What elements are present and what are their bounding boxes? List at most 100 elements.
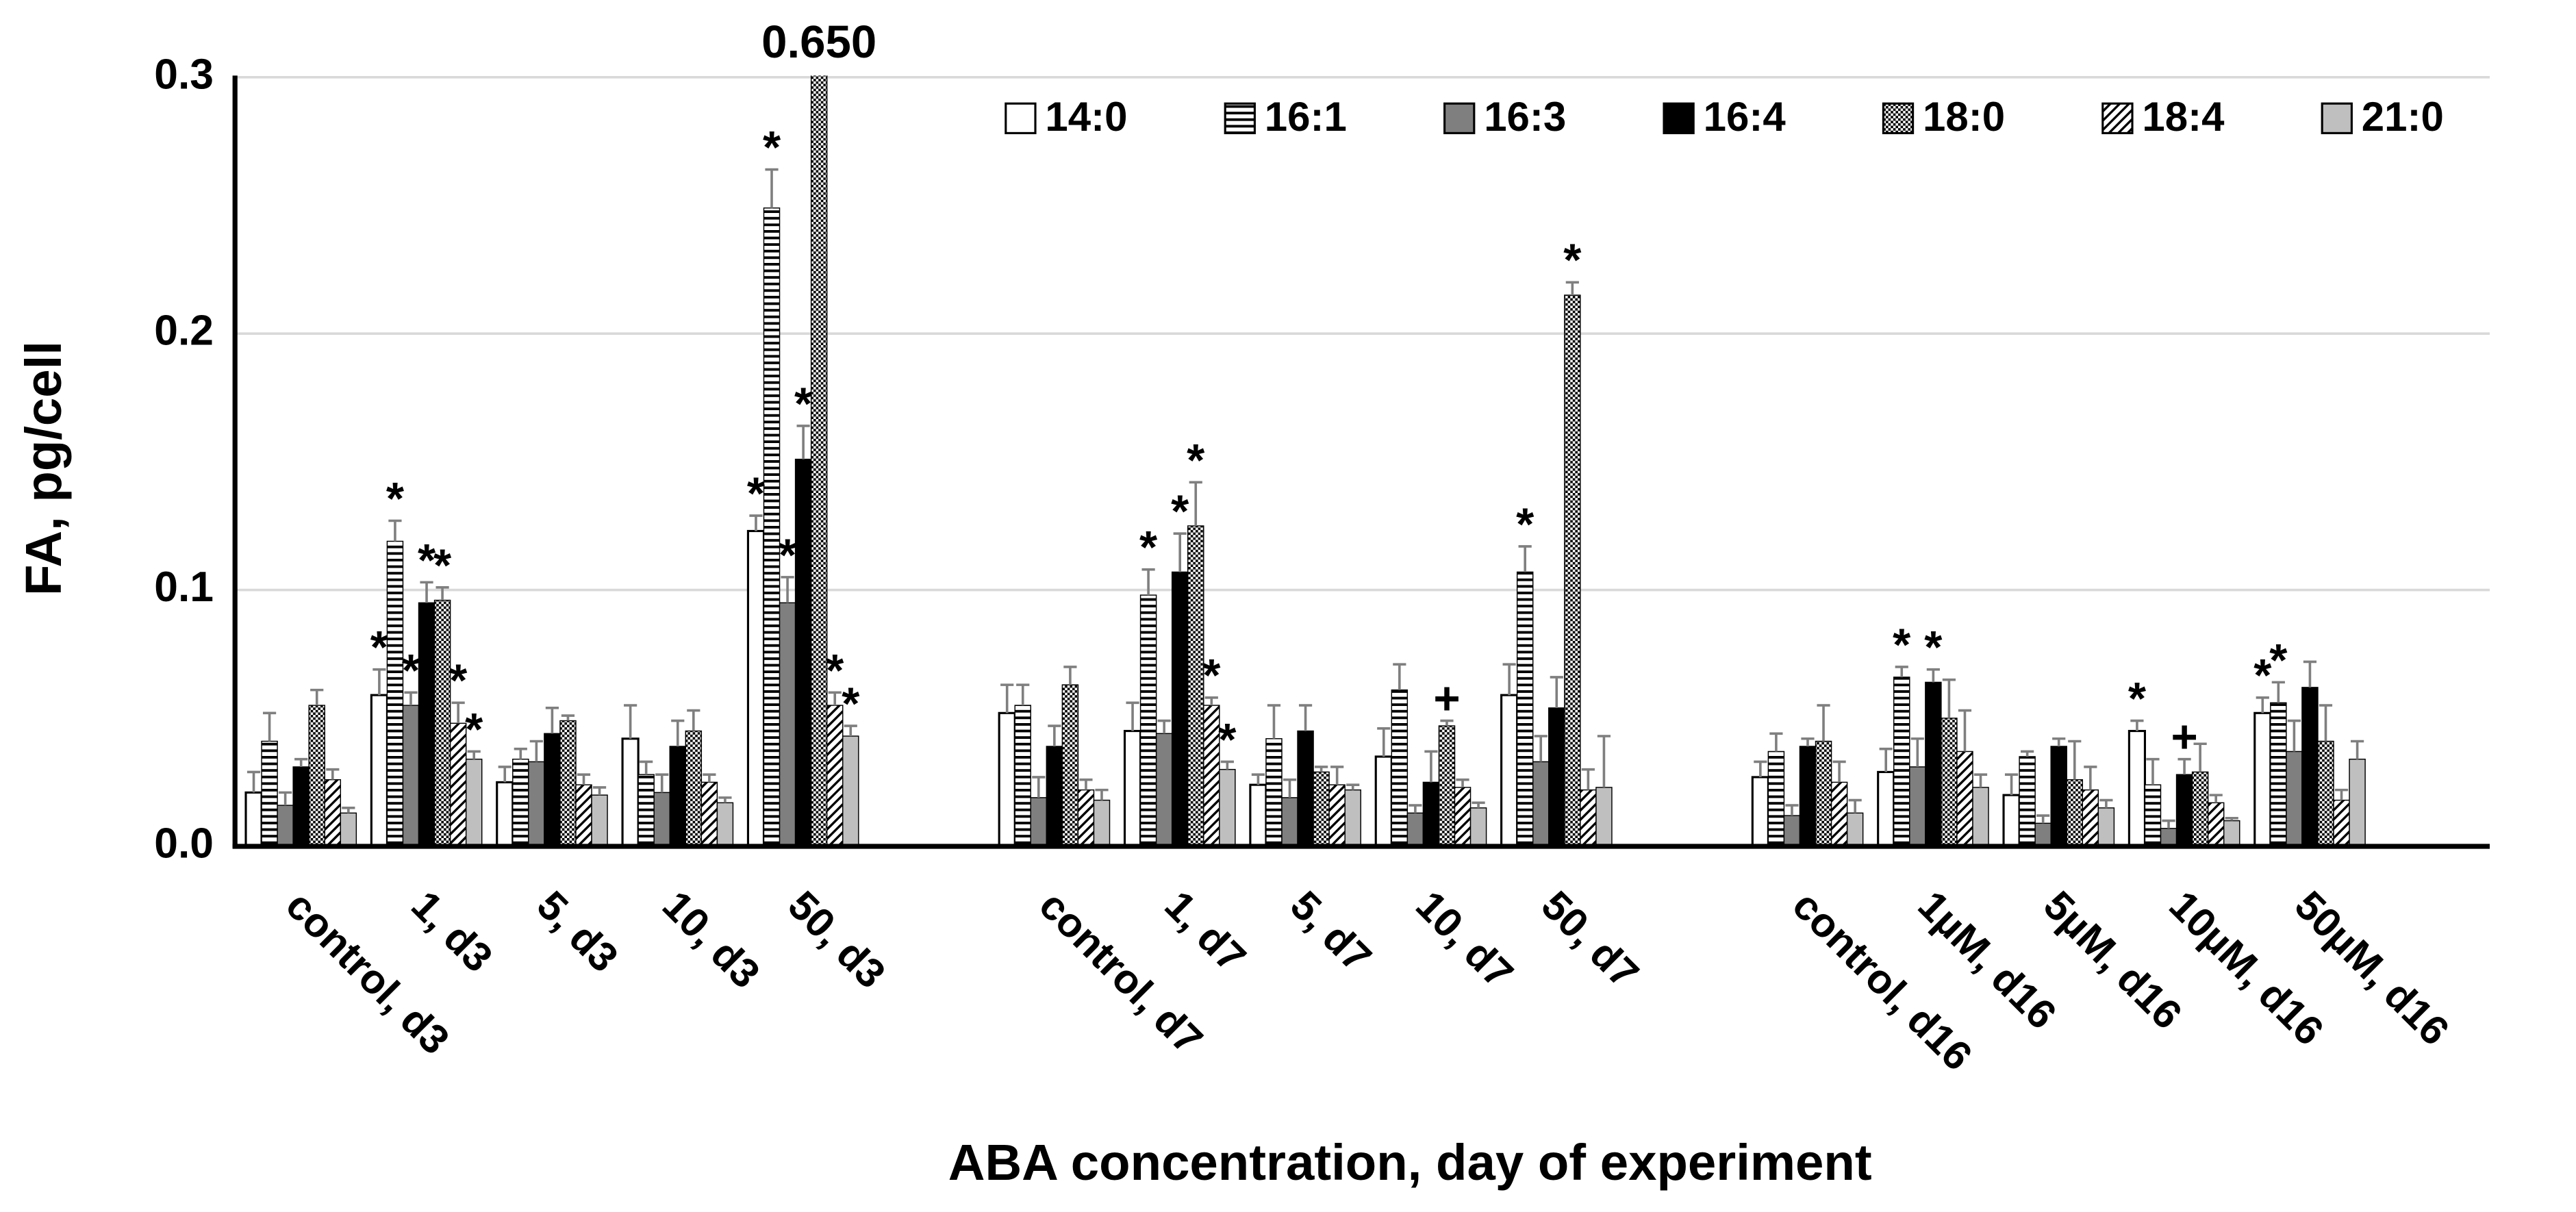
error-bar [844, 724, 857, 737]
error-bar [388, 519, 402, 542]
bar [1187, 525, 1204, 847]
error-bar [1456, 778, 1469, 787]
legend-label: 16:3 [1484, 94, 1566, 140]
bars [244, 75, 2366, 848]
bar [2301, 687, 2319, 847]
error-bar [1801, 737, 1815, 746]
annotation: * [370, 622, 389, 673]
y-tick-label: 0.0 [154, 820, 214, 867]
bar [1767, 750, 1785, 847]
annotation: * [1516, 498, 1535, 550]
bar [1281, 797, 1298, 847]
bar [2223, 820, 2240, 847]
bar [700, 781, 718, 847]
bar [1313, 771, 1330, 847]
error-bar [1330, 766, 1344, 785]
x-tick-label: 5µM, d16 [2035, 882, 2190, 1037]
bar [1972, 787, 1989, 847]
bar [1123, 729, 1142, 848]
grid: 0.0 0.1 0.2 0.3 [154, 51, 2490, 867]
bar [653, 792, 670, 847]
bar [1438, 725, 1456, 847]
bar [1030, 797, 1048, 847]
error-bar [2099, 798, 2113, 808]
error-bar [703, 773, 716, 783]
error-bar [561, 714, 575, 721]
legend-label: 18:0 [1923, 94, 2005, 140]
error-bar [2068, 740, 2082, 780]
error-bar [2084, 766, 2097, 790]
error-bar [1565, 281, 1579, 296]
bar [1532, 761, 1550, 847]
error-bar [294, 757, 308, 767]
error-bar [640, 760, 653, 775]
bar [1344, 789, 1361, 847]
error-bar [498, 766, 512, 783]
annotation: * [763, 122, 781, 173]
bar [1877, 770, 1895, 848]
bar [2050, 746, 2067, 847]
error-bar [2287, 719, 2301, 752]
bar [244, 791, 263, 848]
error-bar [2021, 750, 2034, 757]
error-bar [1550, 676, 1563, 708]
error-bar [1424, 750, 1438, 783]
annotation: * [402, 645, 420, 696]
bar [826, 705, 844, 847]
error-bar [2193, 742, 2207, 772]
bar [1580, 789, 1597, 847]
bar [1941, 718, 1958, 847]
bar [370, 694, 388, 848]
bar [1328, 784, 1346, 847]
error-bar [247, 770, 261, 793]
bar [2317, 740, 2334, 847]
bar [1139, 594, 1157, 847]
bar [1925, 681, 1942, 847]
error-bar [1377, 727, 1391, 757]
error-bar [1315, 766, 1328, 772]
bar [685, 730, 703, 847]
bar [2082, 789, 2099, 847]
bar [496, 781, 514, 848]
bar [2191, 771, 2209, 847]
x-tick-label: 5, d3 [529, 882, 627, 981]
bar [1564, 294, 1581, 847]
bar [2002, 794, 2021, 848]
x-tick-label: 5, d7 [1282, 882, 1380, 981]
error-bar [765, 168, 779, 208]
error-bar [1157, 719, 1171, 734]
error-bar [1016, 683, 1030, 706]
y-axis-title: FA, pg/cell [15, 341, 72, 596]
bar [1548, 707, 1565, 847]
error-bar [372, 668, 386, 696]
overlay: ***********0.650*******+*** **+** [247, 16, 2364, 829]
annotation: * [747, 468, 766, 519]
error-bar [1204, 696, 1218, 706]
error-bar [749, 514, 763, 531]
error-bar [1973, 773, 1988, 787]
error-bar [781, 576, 794, 603]
bar [1171, 571, 1189, 847]
annotation: * [1563, 235, 1582, 286]
error-bar [1141, 568, 1155, 596]
error-bar [718, 796, 732, 803]
annotation: * [1139, 522, 1158, 573]
error-bar [1472, 801, 1485, 808]
bar [591, 794, 608, 847]
error-bar [404, 691, 418, 706]
bar [794, 458, 812, 847]
bar [1391, 689, 1409, 847]
bar [621, 737, 640, 848]
annotation: * [1218, 714, 1237, 766]
error-bar [1958, 709, 1972, 752]
bar [716, 802, 734, 847]
annotation: * [2269, 635, 2288, 686]
bar [2286, 750, 2303, 847]
error-bar [796, 425, 810, 459]
bar [528, 761, 545, 847]
error-bar [592, 786, 607, 796]
error-bar [1832, 760, 1846, 783]
legend-swatch [1882, 102, 1915, 134]
legend-label: 14:0 [1045, 94, 1127, 140]
x-tick-label: 10, d7 [1407, 882, 1522, 997]
